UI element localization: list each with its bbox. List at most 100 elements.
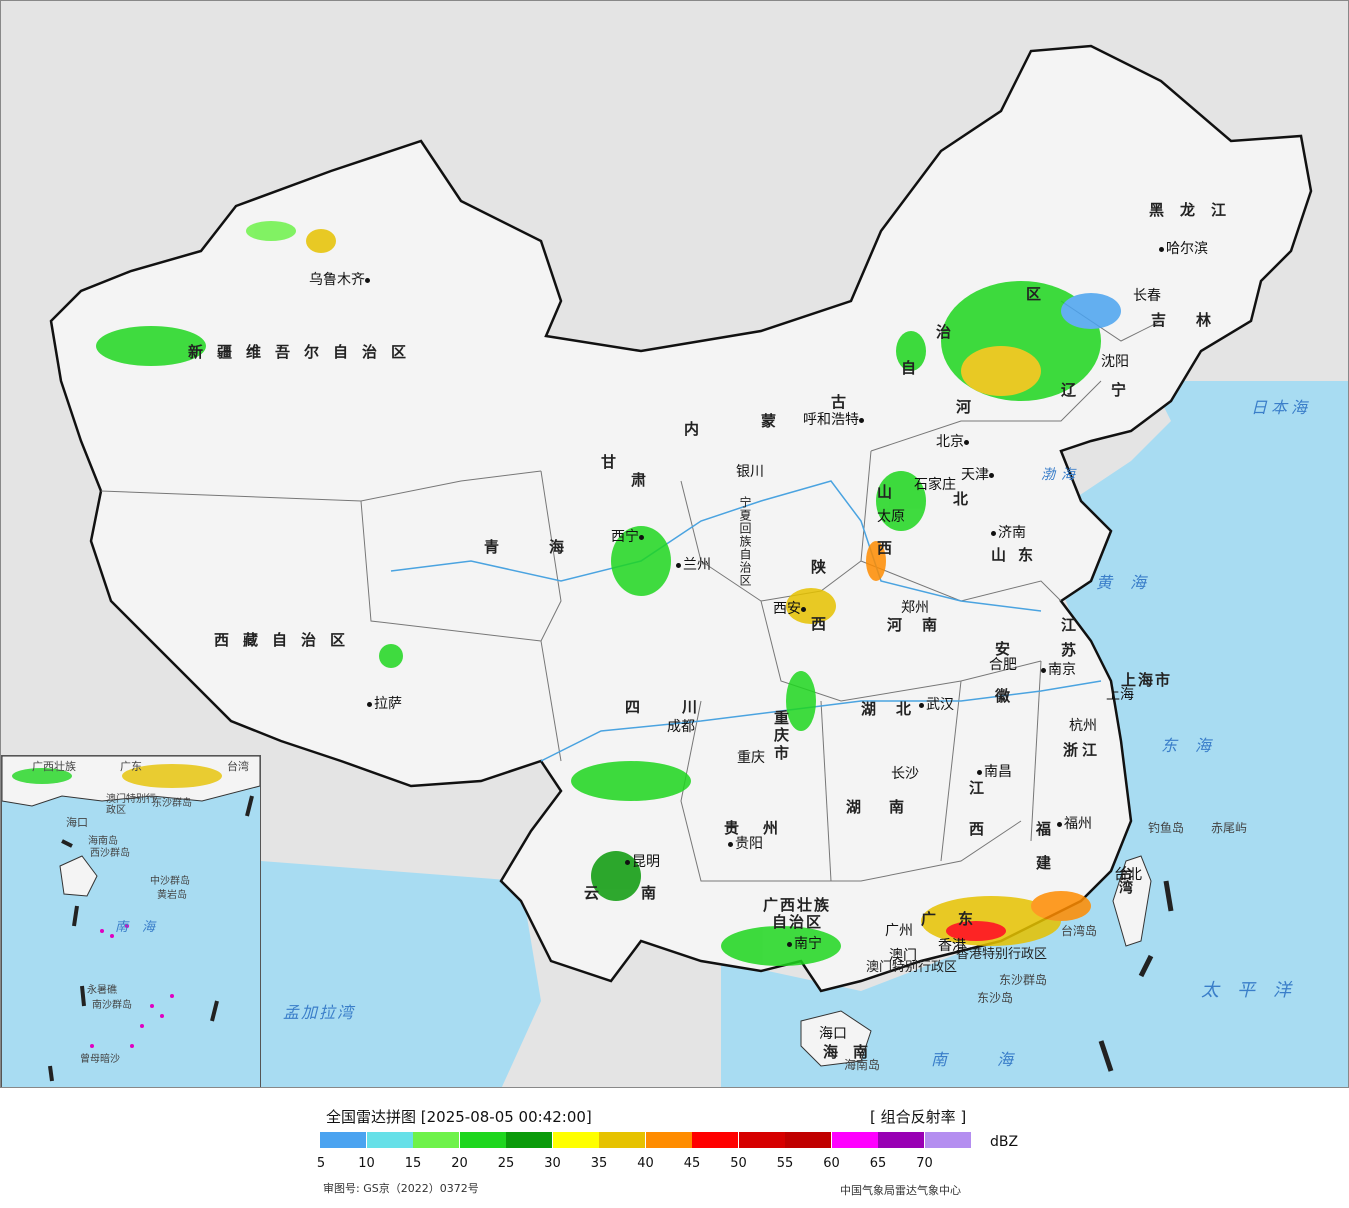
inset-nansha: 南沙群岛 — [92, 1000, 132, 1011]
province-guangdong: 广东 — [921, 910, 996, 928]
legend-tick-label: 5 — [316, 1156, 326, 1171]
city-guangzhou: 广州 — [885, 923, 913, 939]
province-yunnan-1: 云 — [584, 884, 614, 902]
taiwan-island-shape — [1112, 855, 1152, 947]
city-hefei: 合肥 — [989, 657, 1017, 673]
city-changchun: 长春 — [1133, 288, 1161, 304]
legend-tick-label: 20 — [451, 1156, 468, 1171]
city-kunming: 昆明 — [625, 851, 660, 871]
province-neimenggu-6: 区 — [1026, 285, 1056, 303]
province-xinjiang: 新疆维吾尔自治区 — [188, 343, 421, 361]
label-macau-sar: 澳门特别行政区 — [866, 960, 958, 975]
city-chongqing: 重庆 — [737, 750, 765, 766]
province-yunnan-2: 南 — [641, 884, 671, 902]
province-shanxi-2: 西 — [877, 539, 907, 557]
island-chiwei: 赤尾屿 — [1211, 821, 1248, 835]
legend-swatch — [413, 1132, 459, 1148]
province-ningxia: 宁夏回族自治区 — [738, 496, 752, 587]
inset-haikou: 海口 — [66, 816, 88, 829]
province-neimenggu-4: 自 — [901, 359, 931, 377]
province-shaanxi-2: 西 — [811, 615, 841, 633]
province-shandong: 山东 — [991, 546, 1046, 564]
bengal-water — [261, 861, 541, 1087]
province-gansu-2: 肃 — [631, 471, 661, 489]
province-jilin: 吉林 — [1151, 311, 1242, 329]
province-hainan-2: 南 — [853, 1043, 883, 1061]
city-nanchang: 南昌 — [977, 761, 1012, 781]
province-hebei-2: 北 — [953, 490, 983, 508]
province-neimenggu-3: 古 — [831, 393, 861, 411]
island-dongsha-islands: 东沙群岛 — [999, 973, 1048, 987]
province-fujian-2: 建 — [1036, 854, 1066, 872]
city-zhengzhou: 郑州 — [901, 600, 929, 616]
legend-tick-label: 60 — [823, 1156, 840, 1171]
island-taiwan: 台湾岛 — [1061, 924, 1098, 938]
inset-yongshu: 永暑礁 — [87, 985, 117, 996]
province-hunan-2: 南 — [889, 798, 919, 816]
island-diaoyu: 钓鱼岛 — [1148, 821, 1185, 835]
legend-product: [ 组合反射率 ] — [870, 1108, 967, 1126]
province-neimenggu-1: 内 — [684, 420, 714, 438]
province-henan: 河南 — [887, 616, 958, 634]
legend-swatch — [366, 1132, 413, 1148]
legend-tick-label: 30 — [544, 1156, 561, 1171]
legend-swatch — [924, 1132, 971, 1148]
province-anhui-2: 徽 — [995, 687, 1025, 705]
province-taiwan: 台湾 — [1117, 866, 1133, 894]
radar-map: 新疆维吾尔自治区 西藏自治区 青海 甘 肃 内 蒙 古 自 治 区 黑龙江 吉林… — [0, 0, 1349, 1088]
province-hainan-1: 海 — [823, 1043, 853, 1061]
city-xining: 西宁 — [611, 526, 646, 546]
inset-map — [2, 756, 260, 1082]
legend-title: 全国雷达拼图 [2025-08-05 00:42:00] — [326, 1108, 592, 1126]
city-taipei: 台北 — [1114, 867, 1142, 883]
province-jiangxi-1: 江 — [969, 779, 999, 797]
legend-swatch — [506, 1132, 552, 1148]
legend-swatch — [878, 1132, 924, 1148]
city-harbin: 哈尔滨 — [1159, 238, 1208, 258]
city-wuhan: 武汉 — [919, 694, 954, 714]
city-chengdu: 成都 — [667, 719, 695, 735]
province-neimenggu-5: 治 — [936, 323, 966, 341]
maritime-boundary-dashes — [1098, 880, 1174, 1072]
province-xizang: 西藏自治区 — [214, 631, 360, 649]
inset-hainan: 海南岛 — [88, 836, 118, 847]
legend-tick-label: 45 — [683, 1156, 701, 1171]
province-zhejiang: 浙江 — [1063, 741, 1102, 759]
legend-tick-label: 25 — [497, 1156, 515, 1171]
sea-bohai: 渤海 — [1041, 467, 1081, 483]
inset-taiwan: 台湾 — [227, 760, 249, 773]
city-haikou: 海口 — [819, 1026, 847, 1042]
island-hainan: 海南岛 — [844, 1058, 881, 1072]
province-hebei-1: 河 — [956, 398, 986, 416]
inset-zengmu: 曾母暗沙 — [80, 1054, 120, 1065]
south-china-sea-inset: 广西壮族 广东 台湾 澳门特别行政区 东沙群岛 海口 海南岛 西沙群岛 中沙群岛… — [1, 755, 261, 1087]
inset-huangyan: 黄岩岛 — [157, 890, 187, 901]
city-tianjin: 天津 — [961, 464, 996, 484]
sea-south: 南海 — [931, 1050, 1064, 1069]
legend-panel — [0, 1088, 1349, 1208]
inset-dongsha: 东沙群岛 — [152, 798, 192, 809]
province-sichuan: 四川 — [625, 698, 740, 716]
east-sea-water — [721, 381, 1348, 1087]
legend-swatch — [785, 1132, 831, 1148]
city-changsha: 长沙 — [891, 766, 919, 782]
inset-xisha: 西沙群岛 — [90, 848, 130, 859]
city-urumqi: 乌鲁木齐 — [309, 269, 372, 289]
province-guizhou: 贵州 — [724, 819, 803, 837]
sea-japan: 日本海 — [1251, 398, 1312, 417]
province-anhui-1: 安 — [995, 640, 1025, 658]
province-chongqing-3: 市 — [774, 744, 804, 762]
city-shijiazhuang: 石家庄 — [914, 477, 956, 493]
city-guiyang: 贵阳 — [728, 833, 763, 853]
city-hohhot: 呼和浩特 — [803, 409, 866, 429]
province-heilongjiang: 黑龙江 — [1149, 201, 1243, 219]
city-macau: 澳门 — [889, 948, 917, 964]
city-lhasa: 拉萨 — [367, 693, 402, 713]
hainan-island-shape — [800, 1010, 872, 1067]
legend-tick-label: 70 — [916, 1156, 933, 1171]
province-liaoning-1: 辽 — [1061, 381, 1091, 399]
province-jiangsu-2: 苏 — [1061, 641, 1091, 659]
city-shanghai: 上海 — [1106, 687, 1134, 703]
city-fuzhou: 福州 — [1057, 813, 1092, 833]
city-nanjing: 南京 — [1041, 659, 1076, 679]
